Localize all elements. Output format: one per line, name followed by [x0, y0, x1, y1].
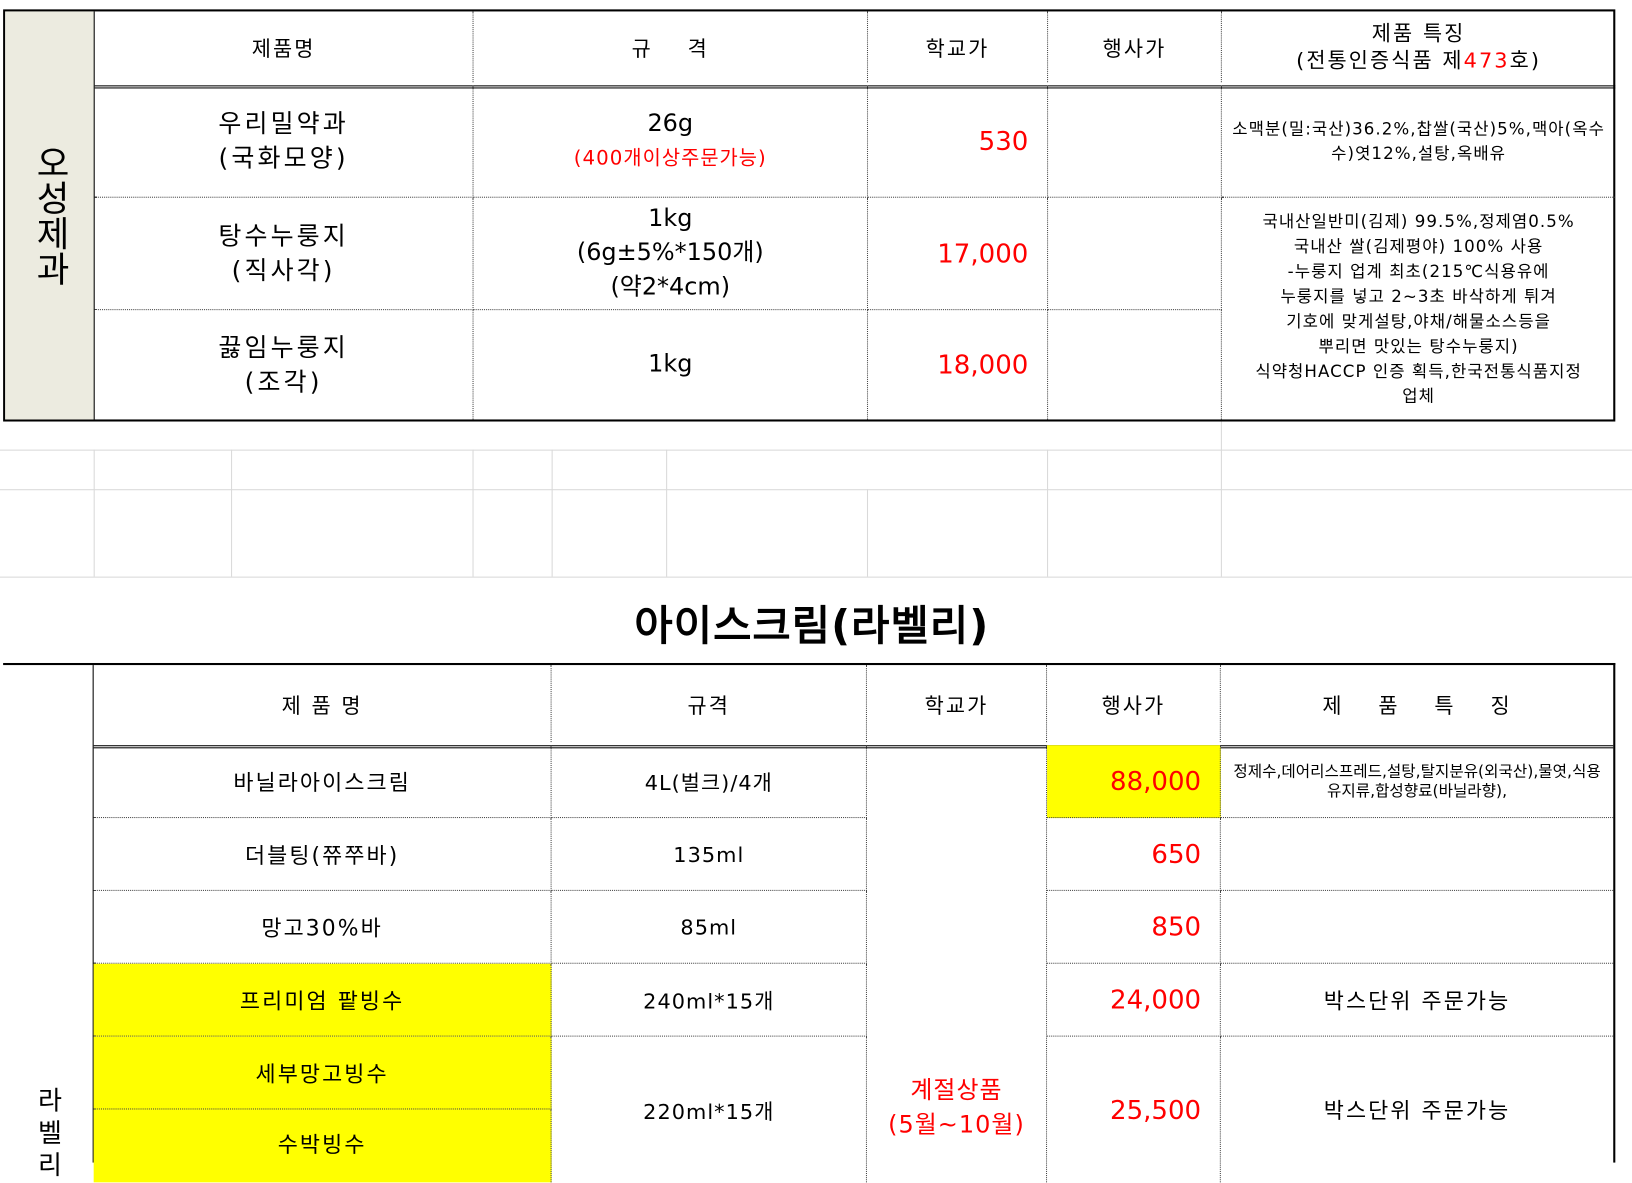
table-row: 우리밀약과 (국화모양) 26g (400개이상주문가능) 530 소맥분(밀:국산…	[94, 85, 1616, 198]
event-price: 24,000	[1047, 963, 1221, 1037]
feature-line: 뿌리면 맛있는 탕수누룽지)	[1318, 335, 1519, 356]
gridline	[666, 449, 668, 577]
event-price: 25,500	[1047, 1036, 1221, 1183]
product-spec: 135ml	[551, 818, 867, 891]
product-spec-count: (6g±5%*150개)	[576, 239, 764, 267]
brand-label: 라벨리	[33, 1086, 64, 1183]
brand-label: 오성제과	[28, 144, 71, 287]
feature-line: 기호에 맞게설탕,야채/해물소스등을	[1286, 310, 1551, 331]
event-price: 88,000	[1047, 745, 1221, 819]
event-price	[1048, 197, 1222, 311]
feature-line: 누룽지를 넣고 2~3초 바삭하게 튀겨	[1280, 285, 1557, 306]
header-feature: 제품 특징 (전통인증식품 제473호)	[1222, 11, 1615, 82]
product-spec: 220ml*15개	[552, 1036, 867, 1183]
feature-line: -누룽지 업계 최초(215℃식용유에	[1287, 260, 1550, 281]
product-shape: (조각)	[244, 366, 323, 397]
school-price: 17,000	[868, 197, 1049, 311]
header-name: 제품명	[95, 11, 474, 83]
oseong-table: 오성제과 제품명 규 격 학교가 행사가 제품 특징 (전통인증식품 제473호…	[3, 9, 1616, 422]
header-event-price: 행사가	[1048, 11, 1222, 83]
header-school-price: 학교가	[867, 665, 1048, 743]
product-shape: (직사각)	[231, 255, 336, 285]
feature-line: 업체	[1402, 385, 1435, 406]
school-price: 18,000	[868, 310, 1049, 420]
feature-line: 국내산 쌀(김제평야) 100% 사용	[1293, 235, 1544, 256]
header-name: 제 품 명	[94, 665, 552, 743]
header-feature-title: 제품 특징	[1371, 20, 1466, 46]
product-name: 우리밀약과	[218, 108, 349, 138]
order-note: (400개이상주문가능)	[573, 146, 767, 170]
product-feature: 소맥분(밀:국산)36.2%,찹쌀(국산)5%,맥아(옥수수)엿12%,설탕,옥…	[1221, 85, 1616, 198]
gridline	[0, 449, 1632, 451]
product-spec: 240ml*15개	[551, 963, 867, 1037]
product-spec: 1kg	[474, 310, 869, 420]
gridline	[866, 489, 869, 577]
gridline	[1047, 449, 1049, 577]
table-row: 끓임누룽지 (조각) 1kg 18,000	[95, 310, 1616, 420]
feature-line: 식약청HACCP 인증 획득,한국전통식품지정	[1255, 360, 1582, 381]
header-feature: 제 품 특 징	[1322, 692, 1512, 718]
event-price: 650	[1047, 818, 1221, 891]
product-spec: 4L(벌크)/4개	[551, 745, 867, 819]
gridline	[472, 449, 474, 577]
section-title: 아이스크림(라벨리)	[634, 602, 990, 651]
gridline	[93, 449, 95, 577]
feature-line: 국내산일반미(김제) 99.5%,정제염0.5%	[1262, 210, 1575, 231]
product-name: 탕수누룽지	[218, 221, 349, 251]
header-row: 제 품 명 규격 학교가 행사가 제 품 특 징	[93, 665, 1614, 749]
gridline	[231, 449, 233, 577]
header-spec: 규 격	[474, 11, 869, 83]
school-price: 530	[868, 85, 1049, 198]
shared-feature: 국내산일반미(김제) 99.5%,정제염0.5% 국내산 쌀(김제평야) 100…	[1222, 198, 1615, 420]
gridline	[0, 576, 1632, 578]
product-feature	[1220, 891, 1614, 964]
product-shape: (국화모양)	[218, 143, 349, 173]
product-feature: 박스단위 주문가능	[1220, 964, 1614, 1037]
header-row: 제품명 규 격 학교가 행사가 제품 특징 (전통인증식품 제473호)	[94, 11, 1616, 89]
product-spec: 85ml	[551, 890, 867, 964]
table-row: 탕수누룽지 (직사각) 1kg (6g±5%*150개) (약2*4cm) 17,00…	[94, 197, 1616, 311]
header-feature-cert: (전통인증식품 제473호)	[1296, 47, 1542, 73]
spreadsheet: 오성제과 제품명 규 격 학교가 행사가 제품 특징 (전통인증식품 제473호…	[0, 9, 1632, 1183]
event-price	[1048, 310, 1222, 420]
product-name: 수박빙수	[93, 1109, 552, 1183]
product-feature: 정제수,데어리스프레드,설탕,탈지분유(외국산),물엿,식용유지류,합성향료(바…	[1220, 745, 1614, 819]
header-school-price: 학교가	[868, 11, 1049, 83]
gridline	[1220, 420, 1222, 577]
event-price	[1048, 85, 1222, 198]
product-feature	[1220, 818, 1614, 891]
gridline	[0, 489, 1632, 491]
seasonal-label: 계절상품	[910, 1077, 1003, 1105]
header-spec: 규격	[552, 665, 867, 743]
labelly-table: 라벨리 제 품 명 규격 학교가 행사가 제 품 특 징 바닐라아이스크림 4L…	[3, 662, 1616, 1183]
brand-cell-labelly: 라벨리	[3, 665, 94, 1183]
product-name: 더블팅(쮸쭈바)	[93, 818, 552, 891]
product-spec: 1kg	[648, 205, 693, 233]
seasonal-period: (5월~10월)	[888, 1111, 1025, 1139]
gridline	[551, 449, 553, 577]
product-name: 세부망고빙수	[93, 1036, 552, 1110]
header-event-price: 행사가	[1047, 665, 1221, 743]
brand-cell-oseong: 오성제과	[5, 11, 95, 420]
product-name: 프리미엄 팥빙수	[93, 963, 552, 1037]
event-price: 850	[1047, 890, 1221, 964]
product-feature: 박스단위 주문가능	[1323, 1098, 1511, 1124]
product-spec-size: (약2*4cm)	[610, 273, 731, 301]
product-name: 끓임누룽지	[218, 332, 349, 362]
product-name: 망고30%바	[93, 890, 552, 964]
seasonal-school-price: 계절상품 (5월~10월)	[867, 745, 1048, 1183]
product-name: 바닐라아이스크림	[93, 745, 552, 819]
product-spec: 26g	[647, 109, 694, 137]
